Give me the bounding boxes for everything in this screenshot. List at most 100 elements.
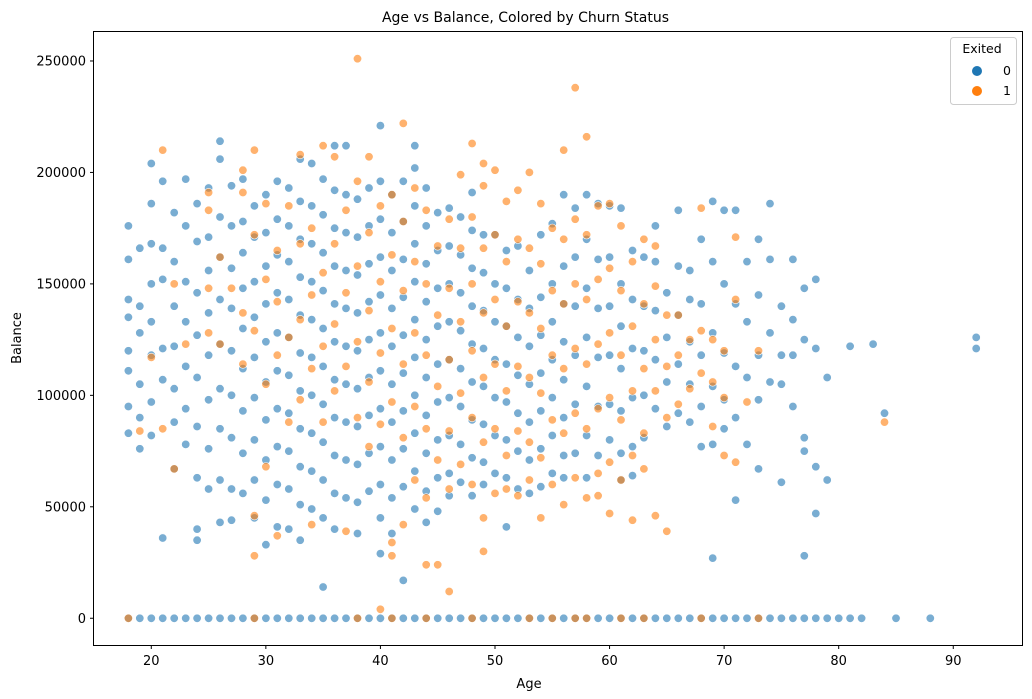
data-point-exited-0 xyxy=(524,417,534,427)
data-point-exited-0 xyxy=(261,299,271,309)
data-point-exited-0 xyxy=(776,301,786,311)
data-point-exited-1 xyxy=(330,239,340,249)
data-point-exited-0 xyxy=(536,292,546,302)
data-point-exited-0 xyxy=(650,613,660,623)
data-point-exited-0 xyxy=(169,384,179,394)
data-point-exited-1 xyxy=(398,433,408,443)
data-point-exited-0 xyxy=(330,141,340,151)
data-point-exited-1 xyxy=(295,315,305,325)
data-point-exited-0 xyxy=(524,455,534,465)
data-point-exited-1 xyxy=(605,328,615,338)
data-point-exited-0 xyxy=(204,395,214,405)
data-point-exited-0 xyxy=(295,348,305,358)
data-point-exited-0 xyxy=(375,121,385,131)
data-point-exited-0 xyxy=(593,254,603,264)
data-point-exited-1 xyxy=(227,283,237,293)
data-point-exited-0 xyxy=(673,359,683,369)
data-point-exited-0 xyxy=(811,343,821,353)
data-point-exited-0 xyxy=(433,397,443,407)
data-point-exited-0 xyxy=(524,488,534,498)
data-point-exited-1 xyxy=(398,286,408,296)
data-point-exited-1 xyxy=(478,159,488,169)
data-point-exited-0 xyxy=(272,328,282,338)
data-point-exited-0 xyxy=(799,613,809,623)
data-point-exited-0 xyxy=(524,265,534,275)
data-point-exited-0 xyxy=(410,141,420,151)
data-point-exited-0 xyxy=(536,482,546,492)
data-point-exited-0 xyxy=(444,468,454,478)
data-point-exited-0 xyxy=(501,613,511,623)
data-point-exited-0 xyxy=(387,528,397,538)
data-point-exited-1 xyxy=(478,243,488,253)
data-point-exited-1 xyxy=(284,332,294,342)
data-point-exited-0 xyxy=(639,252,649,262)
data-point-exited-0 xyxy=(456,401,466,411)
data-point-exited-0 xyxy=(857,613,867,623)
data-point-exited-1 xyxy=(513,426,523,436)
data-point-exited-0 xyxy=(398,575,408,585)
data-point-exited-0 xyxy=(284,294,294,304)
data-point-exited-1 xyxy=(238,359,248,369)
data-point-exited-0 xyxy=(181,404,191,414)
data-point-exited-1 xyxy=(536,453,546,463)
data-point-exited-0 xyxy=(238,448,248,458)
data-point-exited-1 xyxy=(524,437,534,447)
data-point-exited-0 xyxy=(295,386,305,396)
data-point-exited-0 xyxy=(547,468,557,478)
data-point-exited-1 xyxy=(387,190,397,200)
data-point-exited-0 xyxy=(811,508,821,518)
data-point-exited-1 xyxy=(559,234,569,244)
data-point-exited-0 xyxy=(799,433,809,443)
data-point-exited-0 xyxy=(490,393,500,403)
data-point-exited-1 xyxy=(478,181,488,191)
data-point-exited-0 xyxy=(616,406,626,416)
data-point-exited-1 xyxy=(490,165,500,175)
data-point-exited-0 xyxy=(158,274,168,284)
data-point-exited-1 xyxy=(330,319,340,329)
data-point-exited-1 xyxy=(731,457,741,467)
data-point-exited-0 xyxy=(284,183,294,193)
data-point-exited-0 xyxy=(307,613,317,623)
data-point-exited-0 xyxy=(318,475,328,485)
data-point-exited-0 xyxy=(135,444,145,454)
data-point-exited-0 xyxy=(204,613,214,623)
data-point-exited-1 xyxy=(547,223,557,233)
data-point-exited-1 xyxy=(444,214,454,224)
data-point-exited-1 xyxy=(467,346,477,356)
data-point-exited-0 xyxy=(238,488,248,498)
data-point-exited-0 xyxy=(375,290,385,300)
data-point-exited-0 xyxy=(398,368,408,378)
data-point-exited-0 xyxy=(364,297,374,307)
data-point-exited-0 xyxy=(272,176,282,186)
data-point-exited-0 xyxy=(501,246,511,256)
data-point-exited-0 xyxy=(845,613,855,623)
x-tick-label: 90 xyxy=(945,654,962,669)
data-point-exited-0 xyxy=(146,159,156,169)
data-point-exited-1 xyxy=(501,196,511,206)
data-point-exited-0 xyxy=(627,442,637,452)
data-point-exited-0 xyxy=(249,393,259,403)
data-point-exited-1 xyxy=(490,294,500,304)
data-point-exited-1 xyxy=(536,513,546,523)
data-point-exited-0 xyxy=(559,473,569,483)
data-point-exited-0 xyxy=(284,408,294,418)
data-point-exited-1 xyxy=(410,257,420,267)
data-point-exited-0 xyxy=(146,430,156,440)
data-point-exited-0 xyxy=(685,613,695,623)
data-point-exited-1 xyxy=(593,201,603,211)
data-point-exited-0 xyxy=(811,462,821,472)
data-point-exited-0 xyxy=(307,277,317,287)
data-point-exited-1 xyxy=(582,613,592,623)
data-point-exited-1 xyxy=(582,132,592,142)
x-axis: 20 30 40 50 60 70 80 90 xyxy=(143,645,962,669)
data-point-exited-0 xyxy=(570,448,580,458)
data-point-exited-0 xyxy=(433,283,443,293)
data-point-exited-1 xyxy=(593,339,603,349)
data-point-exited-0 xyxy=(215,154,225,164)
data-point-exited-1 xyxy=(524,613,534,623)
data-point-exited-1 xyxy=(650,335,660,345)
data-point-exited-0 xyxy=(570,203,580,213)
data-point-exited-1 xyxy=(352,613,362,623)
data-point-exited-0 xyxy=(352,384,362,394)
